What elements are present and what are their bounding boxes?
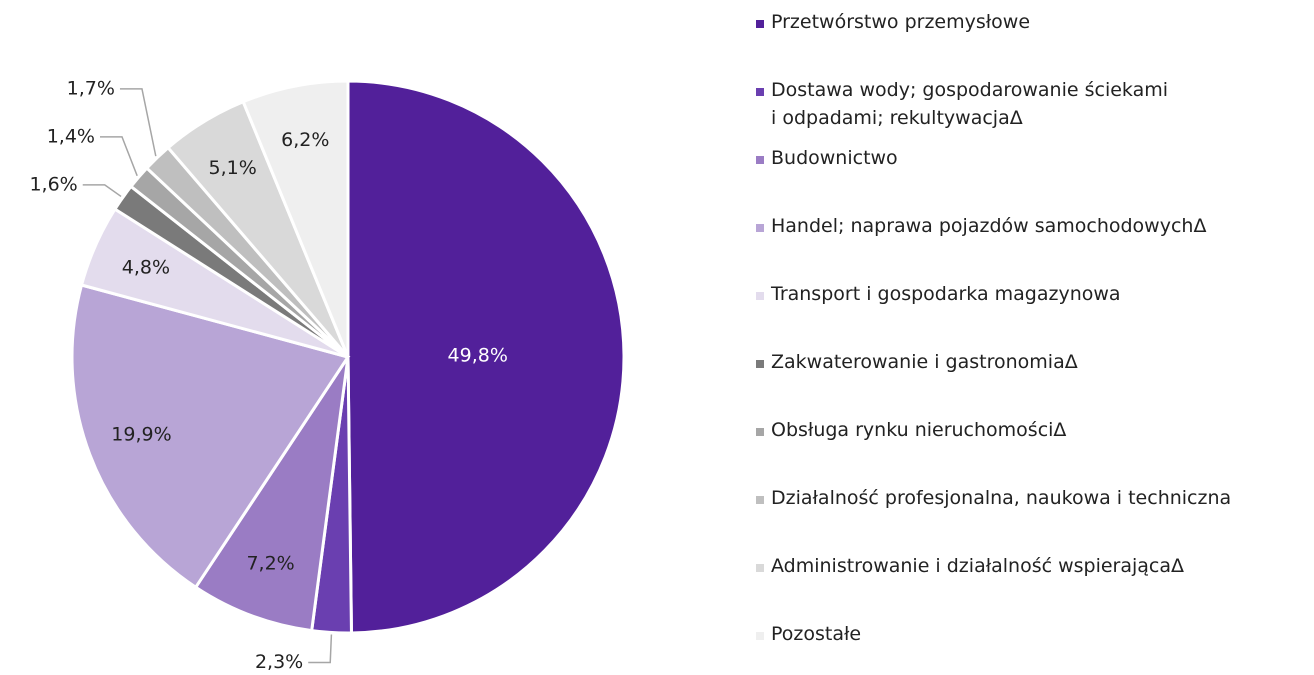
leader-line <box>308 634 333 664</box>
legend-label: Administrowanie i działalność wspierając… <box>771 555 1185 577</box>
pie-slice <box>346 79 626 635</box>
legend-label: Zakwaterowanie i gastronomiaΔ <box>771 351 1078 373</box>
leader-line <box>119 88 157 157</box>
pie-slice <box>241 79 350 358</box>
chart: 49,8% 7,2% 19,9% 4,8% 5,1% 6,2% 2,3% 1,6% 1,4% 1,… <box>29 77 626 673</box>
legend-item: Dostawa wody; gospodarowanie ściekami i … <box>756 76 1168 132</box>
legend-item: Pozostałe <box>756 620 861 648</box>
data-label: 1,7% <box>67 77 115 99</box>
legend-label: Przetwórstwo przemysłowe <box>771 11 1031 33</box>
data-label: 6,2% <box>281 129 329 151</box>
data-label: 7,2% <box>246 552 294 574</box>
legend-swatch <box>756 428 764 436</box>
legend-item: Zakwaterowanie i gastronomiaΔ <box>756 348 1078 376</box>
legend-item: Budownictwo <box>756 144 898 172</box>
legend-swatch <box>756 88 764 96</box>
legend-item: Transport i gospodarka magazynowa <box>756 280 1121 308</box>
data-label: 2,3% <box>255 651 303 673</box>
legend-label: Budownictwo <box>771 147 898 169</box>
legend-swatch <box>756 360 764 368</box>
data-label: 5,1% <box>208 157 256 179</box>
legend-swatch <box>756 292 764 300</box>
pie-slice <box>193 356 350 633</box>
data-label: 19,9% <box>111 424 171 446</box>
legend-item: Administrowanie i działalność wspierając… <box>756 552 1184 580</box>
legend-item: Obsługa rynku nieruchomościΔ <box>756 416 1066 444</box>
data-label: 1,4% <box>47 125 95 147</box>
pie-slice <box>70 283 351 590</box>
legend-label: Działalność profesjonalna, naukowa i tec… <box>771 487 1232 509</box>
legend-label: Dostawa wody; gospodarowanie ściekami i … <box>771 79 1169 129</box>
legend-label: Handel; naprawa pojazdów samochodowychΔ <box>771 215 1207 237</box>
legend-item: Działalność profesjonalna, naukowa i tec… <box>756 484 1231 512</box>
legend-label: Pozostałe <box>771 623 862 645</box>
legend-swatch <box>756 20 764 28</box>
data-label: 1,6% <box>29 173 77 195</box>
legend-swatch <box>756 564 764 572</box>
legend-swatch <box>756 496 764 504</box>
legend: Przetwórstwo przemysłowe Dostawa wody; go… <box>756 0 1314 675</box>
leader-line <box>100 136 138 177</box>
legend-label: Obsługa rynku nieruchomościΔ <box>771 419 1067 441</box>
legend-label: Transport i gospodarka magazynowa <box>771 283 1121 305</box>
legend-swatch <box>756 632 764 640</box>
legend-item: Handel; naprawa pojazdów samochodowychΔ <box>756 212 1206 240</box>
legend-item: Przetwórstwo przemysłowe <box>756 8 1030 36</box>
leader-line <box>82 184 122 198</box>
data-label: 49,8% <box>448 345 508 367</box>
data-label: 4,8% <box>122 257 170 279</box>
legend-swatch <box>756 156 764 164</box>
legend-swatch <box>756 224 764 232</box>
